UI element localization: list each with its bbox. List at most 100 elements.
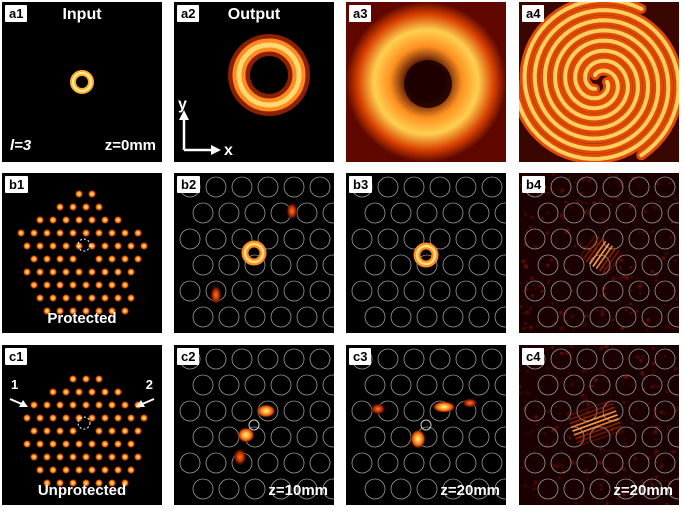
lattice-spot [87,215,97,225]
speckle [522,312,525,315]
lattice-ring [309,280,331,302]
lattice-spot [74,241,84,251]
speckle [608,393,611,396]
lattice-spot [68,478,78,488]
lattice-ring [296,374,318,396]
lattice-spot [74,465,84,475]
speckle [597,494,600,496]
lattice-ring [403,176,425,198]
speckle [559,351,564,356]
lattice-spot [87,387,97,397]
donut-ring-core [236,42,302,108]
lattice-spot [74,413,84,423]
speckle [650,482,654,486]
lattice-rings [351,348,506,500]
lattice-ring [322,374,334,396]
spiral-arm-core [519,18,671,161]
defect-ring [248,419,260,431]
speckle [582,324,586,328]
speckle [618,251,621,253]
lattice-spot [61,215,71,225]
lattice-ring [589,202,611,224]
lattice-ring [192,478,214,500]
lattice-ring [550,400,572,422]
lattice-ring [364,374,386,396]
speckle [569,204,572,208]
speckle [525,281,528,284]
lattice-ring [442,478,464,500]
lattice-ring [296,254,318,276]
speckle [535,323,539,327]
speckle [633,456,637,461]
lattice-ring [257,228,279,250]
lattice-ring [218,306,240,328]
fringe-line [574,421,621,440]
speckle [676,476,679,481]
lattice-rings [179,176,334,328]
lattice-ring [429,348,451,370]
lattice-spot [107,228,117,238]
speckle [551,428,555,433]
speckle [536,464,539,466]
lattice-spot [133,228,143,238]
speckle [570,382,575,387]
lattice-ring [667,478,679,500]
speckle [524,322,527,325]
panel-a4: a4 [519,2,679,162]
lattice-ring [481,400,503,422]
lattice-spot [22,413,32,423]
lattice-ring [615,374,637,396]
fringe-line [570,410,617,429]
speckle [577,490,579,493]
lattice-ring [192,374,214,396]
speckle [607,183,610,185]
lattice-spot [68,228,78,238]
speckle [638,491,640,493]
fringe-line [568,402,614,421]
lattice-spot [74,293,84,303]
lattice-ring [192,254,214,276]
speckle [630,174,634,177]
lattice-spots [16,189,149,316]
speckle [650,269,654,274]
speckle [651,361,656,366]
lattice-ring [270,306,292,328]
speckle [585,410,590,414]
speckle [551,173,556,176]
speckle [600,488,603,491]
speckle [566,411,571,416]
vortex-ring-core [243,242,265,264]
lattice-spot [42,306,52,316]
lattice-ring [641,374,663,396]
lattice-ring [563,478,585,500]
speckle [643,210,647,214]
speckle [635,355,641,360]
lattice-ring [468,306,490,328]
lattice-ring [628,400,650,422]
lattice-spot [87,465,97,475]
donut-ring-core [72,72,92,92]
lattice-ring [192,426,214,448]
lattice-spot [81,400,91,410]
lattice-ring [576,452,598,474]
lattice-spot [100,293,110,303]
lattice-ring [309,452,331,474]
speckle [657,317,659,319]
lattice-ring [416,374,438,396]
speckle [549,257,554,262]
speckle [652,500,654,502]
lattice-spot [113,439,123,449]
lattice-ring [244,478,266,500]
lattice-spot [100,387,110,397]
speckle [561,221,564,224]
speckle [584,201,588,205]
speckle [549,190,551,193]
lattice-spot [48,215,58,225]
lattice-intensity-plot [16,189,149,316]
lattice-ring [468,254,490,276]
lattice-ring [403,228,425,250]
lattice-ring [550,280,572,302]
speckle [586,403,590,407]
fork-fringes [566,398,624,448]
lattice-spot [55,400,65,410]
